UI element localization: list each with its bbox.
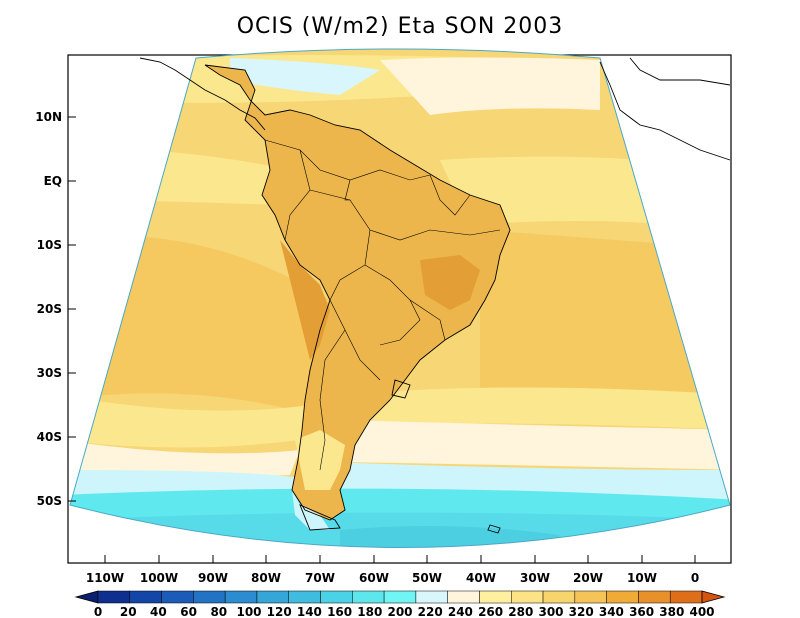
colorbar-tick-label: 260 bbox=[478, 605, 503, 618]
colorbar-swatch bbox=[606, 590, 639, 604]
x-tick-label: 80W bbox=[251, 571, 281, 585]
colorbar-swatch bbox=[638, 590, 671, 604]
y-tick-label: 20S bbox=[37, 302, 62, 316]
colorbar-tick-label: 340 bbox=[599, 605, 624, 618]
x-tick-label: 40W bbox=[466, 571, 496, 585]
colorbar-tick-label: 280 bbox=[508, 605, 533, 618]
x-tick-label: 100W bbox=[140, 571, 178, 585]
colorbar-tick-label: 320 bbox=[569, 605, 594, 618]
colorbar-tick-label: 100 bbox=[236, 605, 261, 618]
x-tick-label: 0 bbox=[691, 571, 699, 585]
y-axis bbox=[68, 116, 76, 502]
colorbar-tick-label: 40 bbox=[150, 605, 167, 618]
y-tick-label: 10N bbox=[35, 110, 62, 124]
colorbar-tick-label: 140 bbox=[297, 605, 322, 618]
y-tick-label: 40S bbox=[37, 430, 62, 444]
colorbar-swatch bbox=[224, 590, 258, 604]
colorbar-swatch bbox=[383, 590, 417, 604]
colorbar-tick-label: 360 bbox=[629, 605, 654, 618]
colorbar-swatch bbox=[542, 590, 576, 604]
x-tick-label: 60W bbox=[359, 571, 389, 585]
colorbar-tick-label: 380 bbox=[659, 605, 684, 618]
colorbar-swatch bbox=[256, 590, 289, 604]
x-tick-label: 10W bbox=[627, 571, 657, 585]
colorbar-tick-label: 200 bbox=[387, 605, 412, 618]
colorbar-labels: 0 20 40 60 80 100 120 140 160 180 200 220 240 260 280 3… bbox=[94, 605, 715, 618]
colorbar-tick-label: 20 bbox=[120, 605, 137, 618]
x-tick-label: 50W bbox=[412, 571, 442, 585]
colorbar-swatch bbox=[479, 590, 512, 604]
domain-outline bbox=[69, 48, 731, 548]
coastlines bbox=[139, 57, 731, 534]
colorbar-tick-label: 240 bbox=[448, 605, 473, 618]
map-title: OCIS (W/m2) Eta SON 2003 bbox=[236, 14, 564, 39]
colorbar-swatch bbox=[129, 590, 162, 604]
y-tick-label: EQ bbox=[44, 174, 62, 188]
x-tick-label: 30W bbox=[520, 571, 550, 585]
colorbar-tick-label: 180 bbox=[357, 605, 382, 618]
colorbar-tick-label: 220 bbox=[418, 605, 443, 618]
colorbar-arrow-left bbox=[74, 590, 99, 604]
colorbar-swatch bbox=[574, 590, 607, 604]
country-borders bbox=[264, 139, 501, 471]
colorbar-swatch bbox=[352, 590, 385, 604]
colorbar-tick-label: 80 bbox=[210, 605, 227, 618]
colorbar-swatch bbox=[161, 590, 194, 604]
y-tick-label: 10S bbox=[37, 238, 62, 252]
y-tick-label: 30S bbox=[37, 366, 62, 380]
colorbar-swatch bbox=[97, 590, 131, 604]
colorbar-tick-label: 60 bbox=[180, 605, 197, 618]
colorbar-swatch bbox=[193, 590, 226, 604]
colorbar-tick-label: 120 bbox=[267, 605, 292, 618]
shaded-field bbox=[70, 49, 730, 548]
y-tick-label: 50S bbox=[37, 494, 62, 508]
colorbar-swatch bbox=[447, 590, 480, 604]
colorbar-swatch bbox=[288, 590, 321, 604]
colorbar bbox=[74, 590, 726, 604]
colorbar-tick-label: 400 bbox=[689, 605, 714, 618]
colorbar-swatch bbox=[669, 590, 703, 604]
x-tick-label: 110W bbox=[86, 571, 124, 585]
x-tick-label: 90W bbox=[198, 571, 228, 585]
colorbar-tick-label: 300 bbox=[538, 605, 563, 618]
colorbar-tick-label: 0 bbox=[94, 605, 102, 618]
colorbar-arrow-right bbox=[701, 590, 726, 604]
x-tick-label: 20W bbox=[573, 571, 603, 585]
colorbar-swatch bbox=[415, 590, 448, 604]
colorbar-tick-label: 160 bbox=[327, 605, 352, 618]
colorbar-swatch bbox=[320, 590, 353, 604]
x-tick-label: 70W bbox=[305, 571, 335, 585]
x-axis bbox=[104, 555, 696, 563]
colorbar-swatch bbox=[511, 590, 544, 604]
